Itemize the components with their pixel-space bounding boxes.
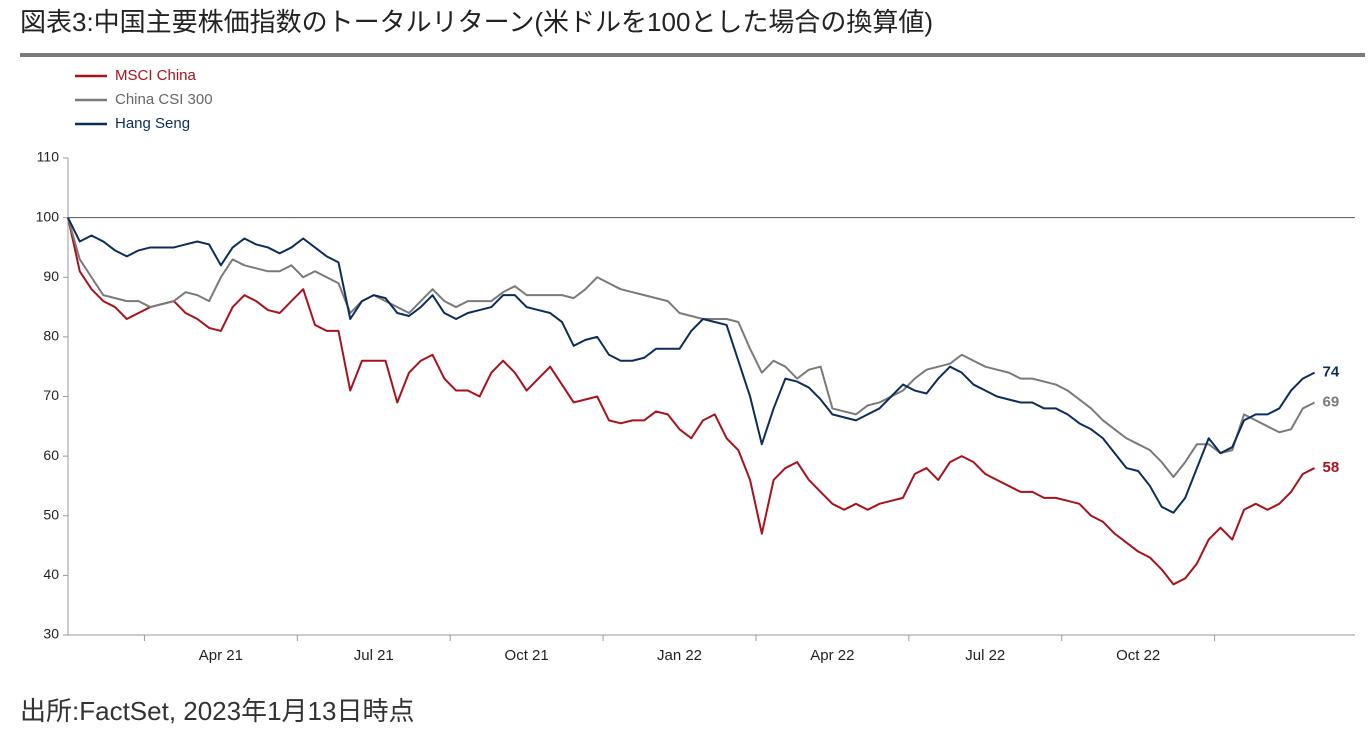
series-line: [67, 217, 1316, 514]
y-tick-label: 100: [36, 208, 60, 224]
x-tick-label: Oct 22: [1116, 647, 1160, 664]
y-tick-label: 80: [43, 328, 59, 344]
x-tick-label: Apr 21: [199, 647, 243, 664]
y-tick-label: 70: [43, 387, 59, 403]
y-tick-label: 40: [43, 566, 59, 582]
series-line: [67, 217, 1316, 478]
y-tick-label: 30: [43, 626, 59, 642]
end-label: 58: [1323, 459, 1340, 476]
source-note: 出所:FactSet, 2023年1月13日時点: [20, 696, 414, 726]
y-tick-label: 90: [43, 268, 59, 284]
y-tick-label: 50: [43, 506, 59, 522]
x-tick-label: Oct 21: [505, 647, 549, 664]
y-tick-label: 60: [43, 447, 59, 463]
legend-label: Hang Seng: [115, 115, 190, 132]
x-tick-label: Apr 22: [810, 647, 854, 664]
x-tick-label: Jul 22: [965, 647, 1005, 664]
title-rule: [20, 53, 1365, 57]
end-label: 74: [1323, 364, 1340, 381]
end-label: 69: [1323, 393, 1340, 410]
series-line: [67, 217, 1316, 586]
legend-label: China CSI 300: [115, 91, 213, 108]
chart-title: 図表3:中国主要株価指数のトータルリターン(米ドルを100とした場合の換算値): [20, 7, 933, 37]
legend-label: MSCI China: [115, 67, 197, 84]
y-tick-label: 110: [37, 149, 60, 165]
x-tick-label: Jul 21: [354, 647, 394, 664]
x-tick-label: Jan 22: [657, 647, 702, 664]
